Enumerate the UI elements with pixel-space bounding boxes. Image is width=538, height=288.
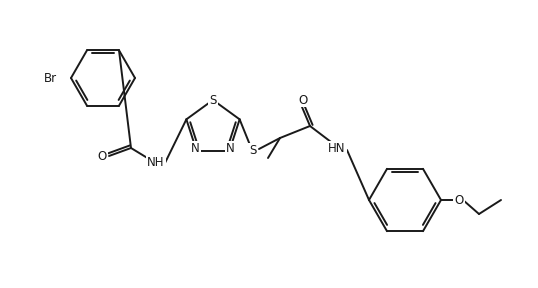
Text: N: N [226, 142, 235, 155]
Text: S: S [209, 94, 217, 107]
Text: O: O [97, 149, 107, 162]
Text: O: O [299, 94, 308, 107]
Text: HN: HN [328, 141, 346, 154]
Text: Br: Br [44, 71, 57, 84]
Text: S: S [249, 143, 257, 156]
Text: N: N [191, 142, 200, 155]
Text: NH: NH [147, 156, 165, 170]
Text: O: O [455, 194, 464, 206]
